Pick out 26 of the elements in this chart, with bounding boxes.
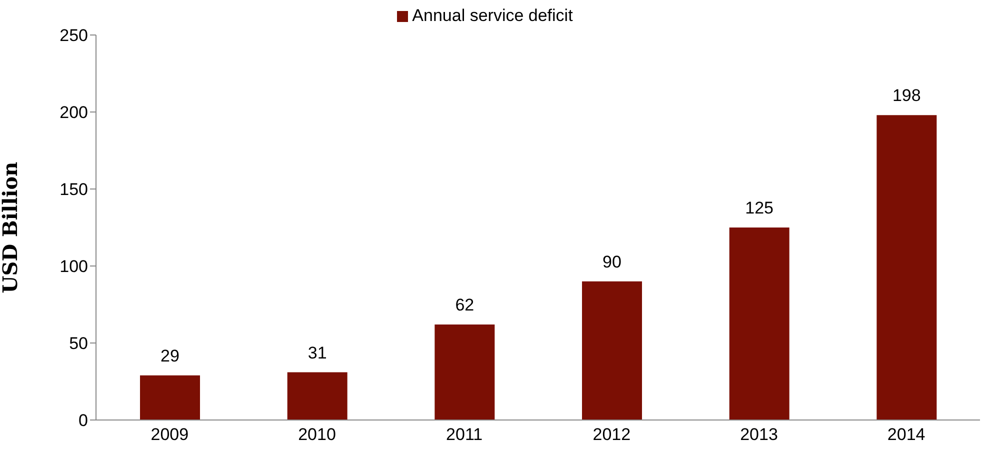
bar xyxy=(729,228,790,420)
x-tick-label: 2013 xyxy=(740,425,778,444)
x-tick-label: 2010 xyxy=(298,425,336,444)
data-label: 29 xyxy=(160,346,180,366)
y-tick-label: 0 xyxy=(78,411,88,430)
y-axis-title: USD Billion xyxy=(0,161,22,294)
bar xyxy=(434,324,495,420)
bar xyxy=(140,375,200,420)
bar xyxy=(876,115,937,420)
data-label: 125 xyxy=(745,198,774,218)
y-tick-label: 250 xyxy=(60,26,88,46)
y-tick-label: 150 xyxy=(60,180,88,200)
legend-label: Annual service deficit xyxy=(412,6,573,25)
y-tick-label: 50 xyxy=(69,334,88,354)
data-label: 198 xyxy=(892,86,921,106)
x-tick-label: 2009 xyxy=(150,425,189,444)
data-label: 62 xyxy=(455,296,474,315)
y-tick-label: 200 xyxy=(60,103,88,122)
data-label: 31 xyxy=(308,343,327,362)
bar xyxy=(582,281,642,420)
data-label: 90 xyxy=(602,252,622,272)
x-tick-label: 2011 xyxy=(446,425,483,444)
y-tick-label: 100 xyxy=(60,257,88,276)
x-tick-label: 2014 xyxy=(887,425,926,444)
x-tick-label: 2012 xyxy=(592,425,631,444)
bar xyxy=(287,372,348,420)
